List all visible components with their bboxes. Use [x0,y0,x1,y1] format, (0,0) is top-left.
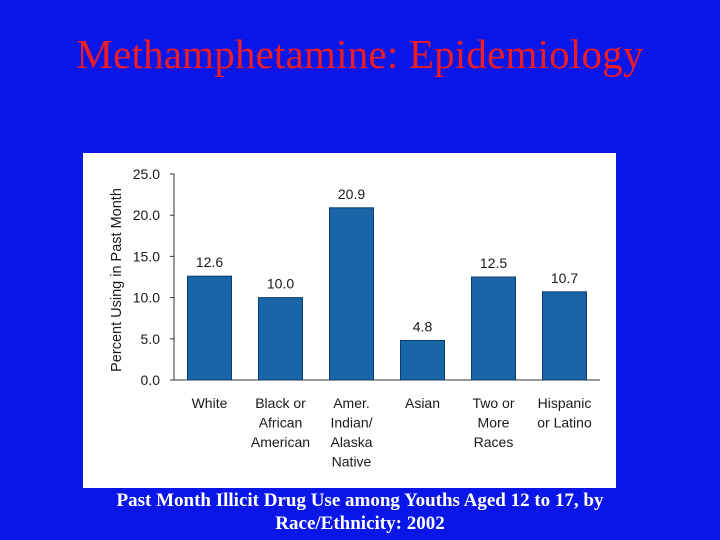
bar [542,291,587,381]
bar [329,207,374,381]
chart-panel: Percent Using in Past Month 0.0 5.0 10.0 15… [83,153,616,488]
category-label: Hispanic [538,395,592,411]
category-label: Two or [472,395,514,411]
category-label: Indian/ [330,415,372,431]
chart-axes: 0.0 5.0 10.0 15.0 20.0 25.0 [133,166,600,388]
bar [400,339,445,381]
caption-line-1: Past Month Illicit Drug Use among Youths… [116,490,604,511]
caption-line-2: Race/Ethnicity: 2002 [275,513,445,534]
category-label: Asian [405,395,440,411]
y-tick-label: 0.0 [141,372,161,388]
category-label: Amer. [333,395,370,411]
y-axis-label: Percent Using in Past Month [109,188,125,372]
bar [471,276,516,381]
category-label: More [478,415,510,431]
bar-value-label: 10.7 [551,270,578,286]
category-label: Races [474,434,514,450]
chart-caption: Past Month Illicit Drug Use among Youths… [0,489,720,535]
category-label: African [259,415,303,431]
category-label: Native [332,454,372,470]
y-tick-label: 20.0 [133,207,160,223]
y-tick-label: 5.0 [141,331,161,347]
bar-value-label: 12.6 [196,254,223,270]
y-tick-label: 25.0 [133,166,160,182]
category-label: White [192,395,228,411]
bar-chart: Percent Using in Past Month 0.0 5.0 10.0 15… [109,166,600,470]
bar-value-label: 10.0 [267,276,294,292]
category-label: Alaska [330,434,372,450]
bar-value-label: 20.9 [338,186,365,202]
bar [187,275,232,381]
category-label: Black or [255,395,306,411]
y-tick-label: 10.0 [133,290,160,306]
category-label: or Latino [537,415,592,431]
chart-labels: 12.6 White 10.0 Black or African American 20.9… [192,186,592,470]
category-label: American [251,434,310,450]
bar-value-label: 12.5 [480,255,507,271]
y-tick-label: 15.0 [133,248,160,264]
bar-value-label: 4.8 [413,318,433,334]
bar [258,297,303,381]
chart-bars [187,207,587,381]
slide-title: Methamphetamine: Epidemiology [76,31,644,77]
